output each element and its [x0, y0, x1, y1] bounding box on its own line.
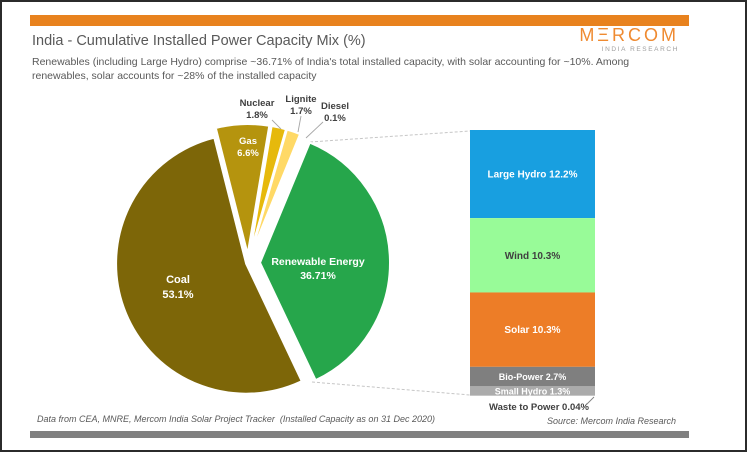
pie-value-diesel: 0.1% [324, 113, 346, 124]
bottom-divider-bar [30, 431, 689, 438]
pie-slice-gas [214, 123, 271, 256]
pie-value-lignite: 1.7% [290, 106, 312, 117]
bar-label-small-hydro: Small Hydro 1.3% [495, 386, 571, 396]
bar-label-bio-power: Bio-Power 2.7% [499, 372, 567, 382]
pie-value-gas: 6.6% [237, 148, 259, 159]
bar-segment-wind [470, 218, 595, 293]
pie-label-diesel: Diesel [321, 101, 349, 112]
pie-label-gas: Gas [239, 136, 257, 147]
bar-label-large-hydro: Large Hydro 12.2% [487, 170, 577, 181]
pie-label-coal: Coal [166, 274, 190, 286]
data-source-note: Data from CEA, MNRE, Mercom India Solar … [37, 414, 435, 424]
page-title: India - Cumulative Installed Power Capac… [32, 33, 366, 49]
pie-label-renewable-energy: Renewable Energy [271, 256, 365, 268]
mercom-logo: MΞRCOM INDIA RESEARCH [579, 26, 679, 54]
bar-segment-large-hydro [470, 130, 595, 219]
bar-segment-bio-power [470, 366, 595, 387]
top-accent-bar [30, 15, 689, 26]
source-credit: Source: Mercom India Research [546, 416, 676, 426]
pie-slice-renewable-energy [259, 141, 391, 382]
pie-slice-diesel [250, 133, 303, 256]
pie-value-coal: 53.1% [162, 289, 193, 301]
bar-segment-solar [470, 292, 595, 367]
pie-value-nuclear: 1.8% [246, 110, 268, 121]
bar-label-waste-to-power: Waste to Power 0.04% [489, 402, 590, 413]
mercom-logo-wordmark: MΞRCOM [579, 25, 679, 45]
bar-segment-small-hydro [470, 386, 595, 396]
mercom-logo-tagline: INDIA RESEARCH [601, 46, 679, 53]
pie-label-nuclear: Nuclear [240, 98, 275, 109]
bar-label-wind: Wind 10.3% [505, 251, 561, 262]
bar-label-solar: Solar 10.3% [504, 325, 560, 336]
pie-label-lignite: Lignite [285, 94, 316, 105]
pie-slice-coal [115, 136, 303, 395]
page-subtitle: Renewables (including Large Hydro) compr… [32, 56, 630, 82]
pie-value-renewable-energy: 36.71% [300, 270, 336, 282]
